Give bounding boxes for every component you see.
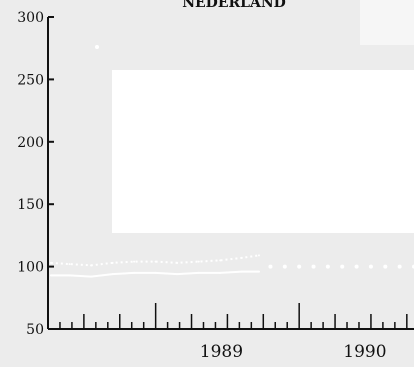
stray-marker — [95, 45, 99, 49]
series-point — [297, 264, 302, 269]
series-point — [340, 264, 345, 269]
series-point — [257, 270, 260, 273]
series-point — [240, 256, 243, 259]
y-tick-label: 50 — [26, 322, 44, 338]
x-tick-label: 1990 — [343, 342, 386, 362]
axis-layer: 50 100 150 200 250 300 1989 1990 — [17, 10, 414, 362]
series-point — [154, 271, 157, 274]
series-line — [50, 254, 260, 267]
series-point — [49, 261, 52, 264]
series-point — [90, 264, 93, 267]
series-point — [133, 271, 136, 274]
series-point — [49, 274, 52, 277]
series-point — [219, 259, 222, 262]
y-tick-label: 200 — [17, 135, 44, 151]
series-point — [383, 264, 388, 269]
series-point — [219, 271, 222, 274]
series-layer — [49, 45, 414, 278]
corner-panel — [360, 0, 414, 45]
series-point — [397, 264, 402, 269]
series-point — [133, 260, 136, 263]
highlight-panel — [112, 70, 414, 233]
series-point — [268, 264, 273, 269]
series-point — [154, 260, 157, 263]
series-point — [111, 261, 114, 264]
x-tick-label: 1989 — [200, 342, 243, 362]
series-point — [197, 260, 200, 263]
series-point — [68, 263, 71, 266]
series-point — [176, 273, 179, 276]
series-point — [90, 275, 93, 278]
series-point — [111, 273, 114, 276]
series-point — [240, 270, 243, 273]
series-point — [68, 274, 71, 277]
chart-title: NEDERLAND — [182, 0, 286, 11]
series-point — [354, 264, 359, 269]
y-tick-label: 250 — [17, 72, 44, 88]
series-point — [325, 264, 330, 269]
series-point — [176, 261, 179, 264]
y-tick-label: 100 — [17, 260, 44, 276]
series-point — [282, 264, 287, 269]
series-point — [257, 254, 260, 257]
series-point — [311, 264, 316, 269]
series-point — [197, 271, 200, 274]
y-tick-label: 150 — [17, 197, 44, 213]
series-point — [368, 264, 373, 269]
y-tick-label: 300 — [17, 10, 44, 26]
